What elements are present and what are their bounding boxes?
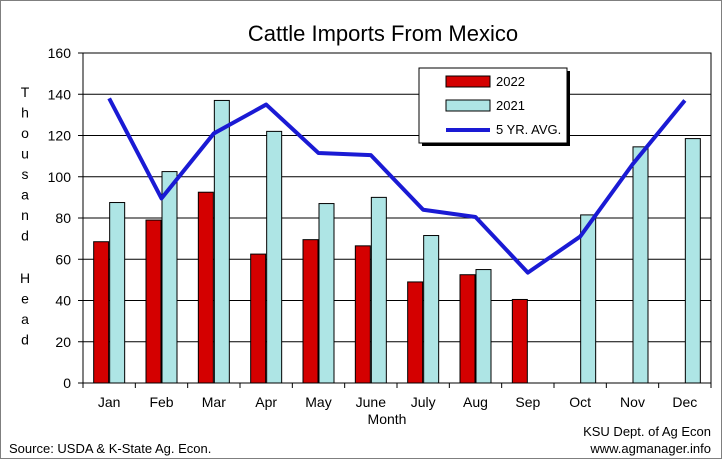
- credit-website: www.agmanager.info: [589, 441, 711, 456]
- legend-label: 5 YR. AVG.: [496, 122, 561, 137]
- bar-2022-june: [354, 245, 371, 384]
- y-tick-label: 140: [48, 86, 72, 102]
- y-axis-title-letter: h: [21, 105, 29, 121]
- x-tick-label: Feb: [149, 394, 173, 410]
- y-tick-labels: 0 20 40 60 80 100 120 140 160: [48, 45, 83, 391]
- y-axis-title-letter: d: [21, 332, 29, 348]
- bar-2022-mar: [197, 191, 214, 384]
- y-tick-label: 20: [55, 334, 71, 350]
- bar-2021-feb: [161, 171, 178, 384]
- line-5yr-avg: [107, 97, 687, 275]
- bar-2022-apr: [250, 253, 267, 384]
- bar-2021-oct: [580, 214, 597, 384]
- bar-2022-july: [407, 281, 424, 384]
- legend-box: [418, 67, 568, 144]
- bar-2021-july: [423, 235, 440, 384]
- bar-2022-aug: [459, 274, 476, 384]
- legend-label: 2021: [496, 98, 525, 113]
- bar-2022-jan: [93, 241, 110, 384]
- bar-2022-sep: [511, 298, 528, 384]
- y-tick-label: 0: [63, 375, 71, 391]
- x-tick-label: Nov: [620, 394, 645, 410]
- x-tick-label: Jan: [98, 394, 121, 410]
- y-axis-title-letter: n: [21, 207, 29, 223]
- legend-swatch: [445, 75, 491, 88]
- average-line: [107, 97, 687, 275]
- x-tick-labels: Jan Feb Mar Apr May June July Aug Sep Oct Nov Dec: [82, 383, 712, 410]
- source-note: Source: USDA & K-State Ag. Econ.: [9, 441, 211, 456]
- y-axis-title-letter: H: [20, 270, 30, 286]
- x-tick-label: Aug: [463, 394, 488, 410]
- y-axis-title-letter: a: [21, 311, 29, 327]
- x-tick-label: June: [356, 394, 387, 410]
- x-tick-label: Sep: [515, 394, 540, 410]
- y-axis-title-letter: a: [21, 187, 29, 203]
- y-axis-title-letter: s: [22, 166, 29, 182]
- bar-2021-apr: [266, 130, 283, 384]
- bar-2021-may: [318, 203, 335, 384]
- y-tick-label: 40: [55, 293, 71, 309]
- x-tick-label: July: [411, 394, 436, 410]
- legend-swatch: [445, 99, 491, 112]
- y-axis-title-letter: d: [21, 228, 29, 244]
- y-tick-label: 60: [55, 251, 71, 267]
- bar-2021-nov: [632, 146, 649, 384]
- y-axis-title-letter: u: [21, 146, 29, 162]
- x-tick-label: Dec: [672, 394, 697, 410]
- bar-2021-aug: [475, 269, 492, 384]
- credit-dept: KSU Dept. of Ag Econ: [583, 424, 711, 439]
- y-axis-title-letter: T: [21, 84, 30, 100]
- bars: [93, 99, 701, 384]
- y-tick-label: 120: [48, 128, 72, 144]
- chart-title: Cattle Imports From Mexico: [248, 21, 518, 46]
- bar-2021-mar: [213, 99, 230, 384]
- x-tick-label: Oct: [569, 394, 591, 410]
- y-axis-title-letter: o: [21, 125, 29, 141]
- y-tick-label: 80: [55, 210, 71, 226]
- legend: 2022 2021 5 YR. AVG.: [418, 67, 570, 146]
- legend-label: 2022: [496, 74, 525, 89]
- y-tick-label: 100: [48, 169, 72, 185]
- bar-2021-dec: [684, 138, 701, 384]
- bar-2022-feb: [145, 219, 162, 384]
- x-tick-label: May: [305, 394, 331, 410]
- y-axis-title-letter: e: [21, 291, 29, 307]
- bar-2022-may: [302, 239, 319, 384]
- gridlines: [83, 93, 711, 343]
- y-tick-label: 160: [48, 45, 72, 61]
- x-tick-label: Mar: [202, 394, 226, 410]
- x-axis-title: Month: [368, 411, 407, 427]
- bar-2021-june: [370, 196, 387, 384]
- bar-2021-jan: [109, 202, 126, 384]
- x-tick-label: Apr: [255, 394, 277, 410]
